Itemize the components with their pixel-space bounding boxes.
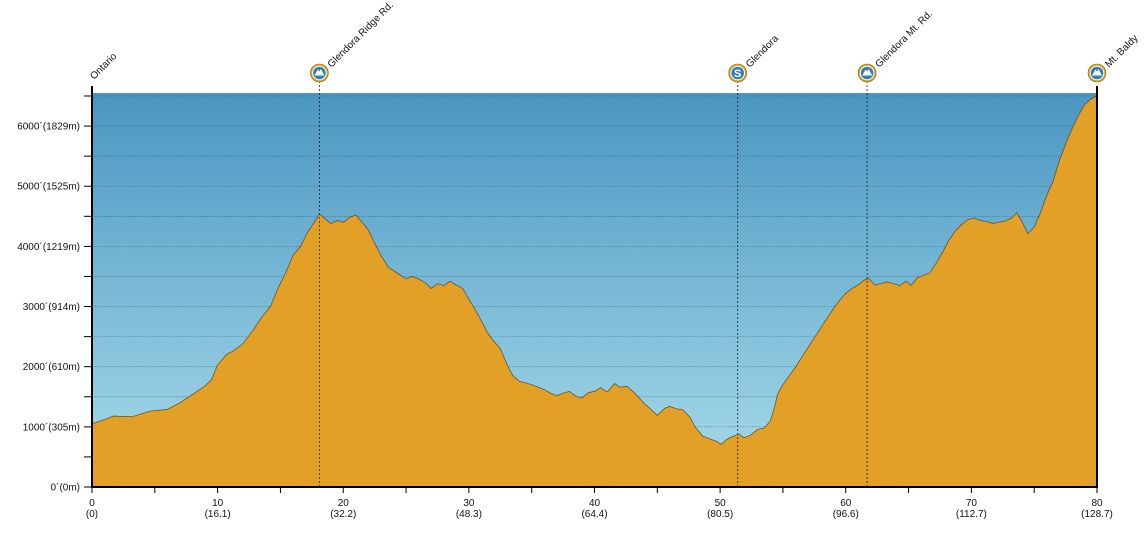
x-tick-label: 60 [840,498,852,509]
waypoint-label: Mt. Baldy [1103,33,1140,70]
y-tick-label: 4000´(1219m) [17,241,80,253]
x-tick-sublabel: (112.7) [956,509,987,520]
services-icon: S [734,68,741,80]
summit-icon [314,69,325,76]
y-tick-label: 5000´(1525m) [17,181,80,193]
x-tick-sublabel: (64.4) [581,509,607,520]
waypoint-badge [730,65,746,81]
x-tick-label: 50 [715,498,727,509]
axes: 0´(0m) 1000´(305m) 2000´(610m) 3000´(914m) 4… [17,86,1113,520]
y-tick-label: 3000´(914m) [23,301,80,313]
x-tick-label: 40 [589,498,601,509]
summit-icon [862,69,873,76]
waypoint-label: Glendora Mt. Rd. [873,8,935,70]
y-tick-label: 2000´(610m) [23,361,80,373]
waypoint-label: Glendora [744,33,781,70]
x-tick-sublabel: (48.3) [456,509,482,520]
x-tick-sublabel: (32.2) [330,509,356,520]
x-tick-sublabel: (96.6) [833,509,859,520]
x-tick-sublabel: (80.5) [707,509,733,520]
x-tick-sublabel: (0) [86,509,98,520]
x-tick-label: 10 [212,498,224,509]
elevation-area [91,95,1098,488]
waypoint-label: Glendora Ridge Rd. [326,0,396,70]
x-tick-sublabel: (16.1) [205,509,231,520]
x-tick-label: 80 [1091,498,1103,509]
summit-icon [1092,69,1102,76]
x-tick-sublabel: (128.7) [1081,509,1113,520]
x-tick-label: 0 [89,498,95,509]
y-tick-label: 1000´(305m) [23,421,80,433]
y-tick-label: 6000´(1829m) [17,121,80,133]
waypoint-label: Ontario [88,51,119,82]
x-tick-label: 70 [966,498,978,509]
x-tick-label: 30 [463,498,475,509]
y-tick-label: 0´(0m) [51,482,80,494]
x-tick-label: 20 [338,498,350,509]
